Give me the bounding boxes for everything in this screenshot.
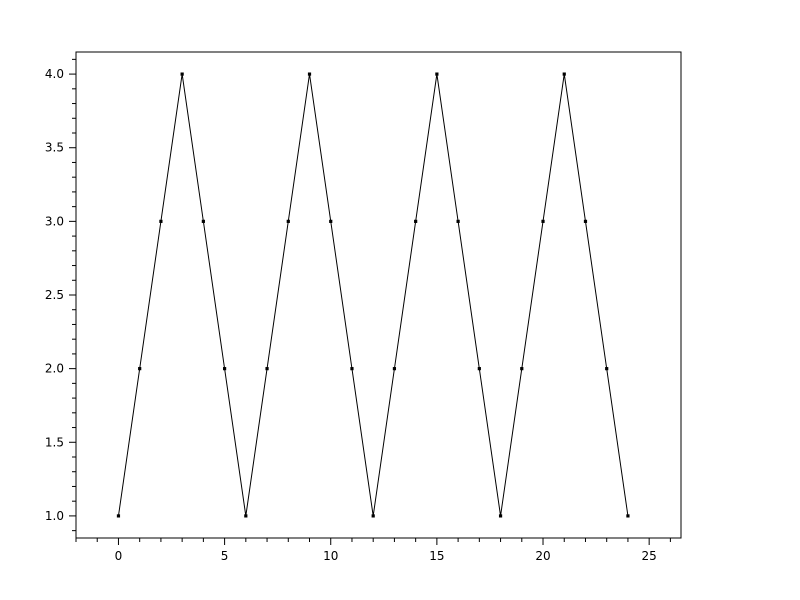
data-point-marker bbox=[159, 219, 163, 223]
y-axis-minor-ticks bbox=[72, 58, 76, 532]
data-point-marker bbox=[116, 514, 121, 518]
x-axis-tick-labels: 0 5 10 15 20 25 bbox=[115, 549, 657, 563]
data-point-marker bbox=[138, 367, 142, 371]
data-point-marker bbox=[520, 367, 524, 371]
data-point-marker bbox=[371, 514, 375, 518]
data-point-marker bbox=[286, 219, 290, 223]
series-markers bbox=[116, 72, 630, 518]
data-point-marker bbox=[329, 219, 333, 223]
data-point-marker bbox=[583, 219, 588, 223]
x-axis-major-ticks bbox=[117, 538, 650, 545]
y-tick-label: 1.0 bbox=[45, 509, 64, 523]
y-axis-tick-labels: 1.0 1.5 2.0 2.5 3.0 3.5 4.0 bbox=[45, 67, 64, 523]
data-point-marker bbox=[605, 367, 609, 371]
data-point-marker bbox=[626, 514, 630, 518]
x-axis-minor-ticks bbox=[75, 538, 671, 542]
data-point-marker bbox=[414, 219, 418, 223]
data-point-marker bbox=[350, 367, 354, 371]
y-tick-label: 3.5 bbox=[45, 141, 64, 155]
data-point-marker bbox=[477, 367, 481, 371]
x-tick-label: 10 bbox=[323, 549, 338, 563]
data-point-marker bbox=[265, 367, 269, 371]
y-tick-label: 3.0 bbox=[45, 214, 64, 228]
x-tick-label: 0 bbox=[115, 549, 123, 563]
y-tick-label: 2.0 bbox=[45, 362, 64, 376]
x-tick-label: 25 bbox=[642, 549, 657, 563]
data-point-marker bbox=[498, 514, 503, 518]
plot-frame bbox=[75, 51, 682, 539]
data-point-marker bbox=[180, 72, 184, 76]
data-point-marker bbox=[562, 72, 566, 76]
y-tick-label: 2.5 bbox=[45, 288, 64, 302]
x-tick-label: 20 bbox=[535, 549, 550, 563]
data-point-marker bbox=[435, 72, 439, 76]
y-tick-label: 4.0 bbox=[45, 67, 64, 81]
x-tick-label: 15 bbox=[429, 549, 444, 563]
data-point-marker bbox=[541, 219, 545, 223]
y-tick-label: 1.5 bbox=[45, 435, 64, 449]
data-point-marker bbox=[307, 72, 312, 76]
data-point-marker bbox=[244, 514, 248, 518]
data-point-marker bbox=[223, 367, 227, 371]
y-axis-major-ticks bbox=[69, 73, 76, 517]
x-tick-label: 5 bbox=[221, 549, 229, 563]
data-point-marker bbox=[392, 367, 397, 371]
data-point-marker bbox=[456, 219, 460, 223]
data-point-marker bbox=[201, 219, 205, 223]
